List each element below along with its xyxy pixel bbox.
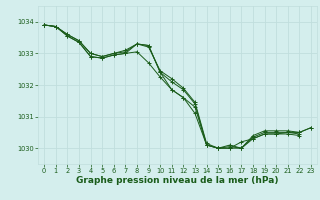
- X-axis label: Graphe pression niveau de la mer (hPa): Graphe pression niveau de la mer (hPa): [76, 176, 279, 185]
